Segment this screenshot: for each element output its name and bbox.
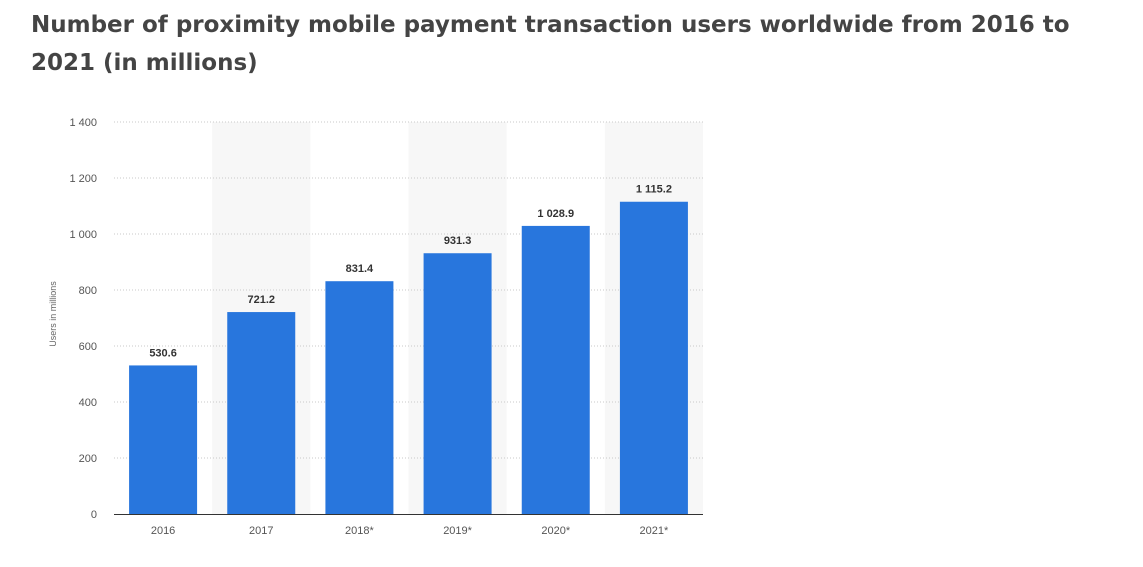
gridlines: [114, 121, 703, 459]
page-title: Number of proximity mobile payment trans…: [31, 12, 1070, 76]
bar: [423, 253, 492, 514]
bar: [227, 312, 296, 514]
data-label: 1 115.2: [636, 184, 672, 196]
data-label: 1 028.9: [537, 208, 574, 220]
data-label: 931.3: [444, 235, 472, 247]
x-tick-label: 2016: [151, 525, 175, 537]
x-tick-label: 2018*: [345, 525, 374, 537]
bar: [129, 365, 198, 514]
x-tick-label: 2020*: [541, 525, 570, 537]
y-tick-label: 1 400: [69, 117, 97, 129]
y-axis-ticks: 0 200 400 600 800 1 000 1 200 1 400: [69, 117, 97, 521]
x-tick-label: 2017: [249, 525, 273, 537]
y-tick-label: 0: [91, 509, 97, 521]
bar: [619, 201, 688, 514]
data-label: 831.4: [346, 263, 374, 275]
data-labels: 530.6 721.2 831.4 931.3 1 028.9 1 115.2: [149, 184, 672, 360]
x-tick-label: 2019*: [443, 525, 472, 537]
y-tick-label: 200: [79, 453, 97, 465]
bars: [129, 201, 688, 514]
bar: [325, 281, 394, 514]
data-label: 530.6: [149, 347, 177, 359]
data-label: 721.2: [247, 294, 275, 306]
y-tick-label: 1 200: [69, 173, 97, 185]
bar: [521, 225, 590, 514]
y-tick-label: 400: [79, 397, 97, 409]
y-tick-label: 600: [79, 341, 97, 353]
y-tick-label: 800: [79, 285, 97, 297]
y-tick-label: 1 000: [69, 229, 97, 241]
y-axis-title: Users in millions: [48, 281, 58, 347]
x-tick-label: 2021*: [640, 525, 669, 537]
x-axis-labels: 2016 2017 2018* 2019* 2020* 2021*: [151, 525, 669, 537]
